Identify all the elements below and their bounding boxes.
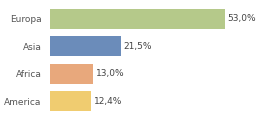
- Text: 12,4%: 12,4%: [94, 97, 122, 106]
- Bar: [50, 9, 225, 29]
- Bar: [50, 36, 121, 56]
- Bar: [50, 91, 91, 111]
- Bar: [50, 64, 93, 84]
- Text: 21,5%: 21,5%: [124, 42, 152, 51]
- Text: 53,0%: 53,0%: [228, 14, 256, 23]
- Text: 13,0%: 13,0%: [96, 69, 125, 78]
